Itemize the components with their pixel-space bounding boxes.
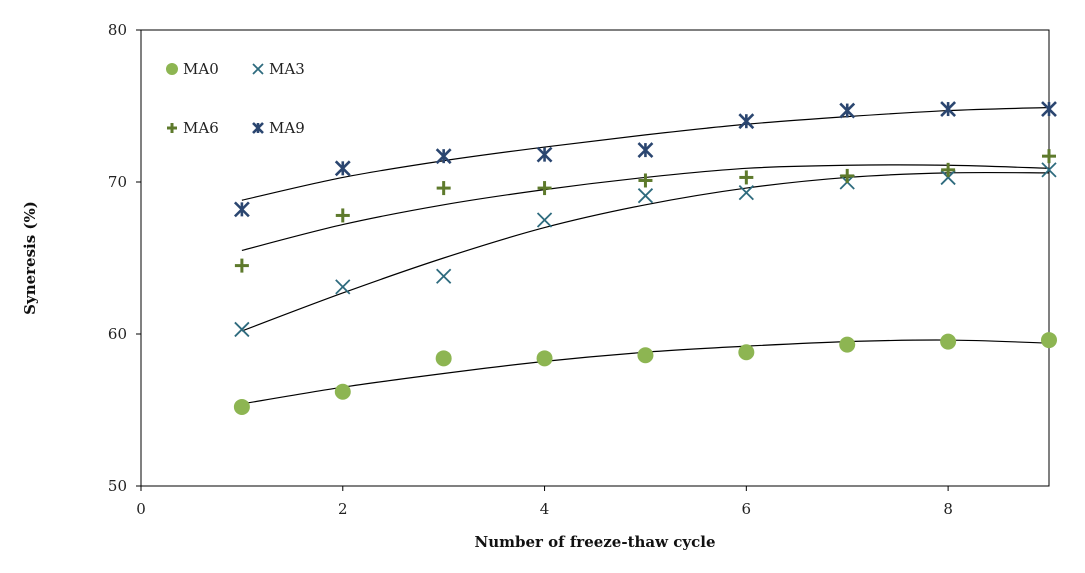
legend-marker-ma3 — [252, 63, 264, 75]
data-point-ma0 — [435, 350, 452, 367]
data-point-ma9 — [940, 101, 957, 117]
data-point-ma9 — [1041, 101, 1057, 117]
data-point-ma6 — [1042, 149, 1056, 164]
legend-label-ma3: MA3 — [269, 60, 305, 78]
data-point-ma0 — [637, 347, 654, 364]
data-point-ma3 — [1041, 162, 1057, 178]
data-point-ma3 — [436, 268, 452, 284]
data-point-ma6 — [537, 181, 552, 196]
x-tick-label: 8 — [943, 500, 953, 518]
data-point-ma0 — [334, 383, 351, 400]
x-tick-label: 2 — [338, 500, 348, 518]
y-tick-label: 50 — [108, 477, 127, 495]
y-tick-label: 80 — [108, 21, 127, 39]
data-point-ma9 — [536, 146, 553, 163]
data-point-ma0 — [839, 336, 856, 353]
legend-item-ma6: MA6 — [167, 119, 219, 137]
x-tick-label: 6 — [742, 500, 752, 518]
data-point-ma3 — [940, 169, 956, 186]
data-point-ma6 — [335, 208, 350, 223]
legend-label-ma6: MA6 — [183, 119, 219, 137]
data-point-ma3 — [536, 212, 553, 228]
data-point-ma9 — [637, 142, 654, 158]
trendline-ma9 — [241, 106, 1050, 201]
data-point-ma0 — [940, 333, 957, 350]
legend-marker-ma6 — [167, 123, 177, 133]
data-point-ma9 — [738, 113, 755, 130]
data-point-ma0 — [738, 344, 755, 361]
legend-label-ma0: MA0 — [183, 60, 219, 78]
legend-item-ma3: MA3 — [252, 60, 305, 78]
data-point-ma6 — [638, 173, 653, 188]
legend-item-ma9: MA9 — [252, 119, 305, 137]
data-point-ma9 — [435, 148, 452, 165]
legend-item-ma0: MA0 — [166, 60, 219, 78]
y-axis: 50 60 70 80 — [108, 21, 141, 495]
data-point-ma6 — [739, 170, 754, 185]
data-point-ma6 — [840, 168, 855, 183]
data-point-ma9 — [334, 160, 351, 177]
plot-area — [140, 29, 1050, 487]
y-tick-label: 70 — [108, 173, 127, 191]
legend-label-ma9: MA9 — [269, 119, 305, 137]
data-points — [233, 101, 1057, 415]
data-point-ma6 — [941, 162, 956, 177]
data-point-ma0 — [536, 350, 553, 367]
data-point-ma0 — [1041, 332, 1057, 349]
data-point-ma9 — [233, 201, 250, 218]
x-tick-label: 4 — [540, 500, 550, 518]
data-point-ma6 — [234, 258, 249, 273]
data-point-ma3 — [335, 279, 351, 295]
data-point-ma6 — [436, 181, 451, 196]
legend: MA0 MA3 MA6 MA9 — [166, 60, 305, 137]
x-tick-label: 0 — [136, 500, 146, 518]
data-point-ma9 — [839, 102, 856, 119]
y-axis-title: Syneresis (%) — [21, 201, 39, 315]
data-point-ma3 — [637, 188, 654, 204]
y-tick-label: 60 — [108, 325, 127, 343]
legend-marker-ma9 — [252, 122, 264, 134]
legend-marker-ma0 — [166, 63, 178, 75]
trendline-ma3 — [241, 171, 1050, 332]
x-axis: 0 2 4 6 8 — [136, 486, 953, 518]
data-point-ma0 — [233, 398, 250, 415]
data-point-ma3 — [234, 321, 250, 338]
data-point-ma3 — [738, 185, 754, 201]
x-axis-title: Number of freeze-thaw cycle — [475, 533, 716, 551]
